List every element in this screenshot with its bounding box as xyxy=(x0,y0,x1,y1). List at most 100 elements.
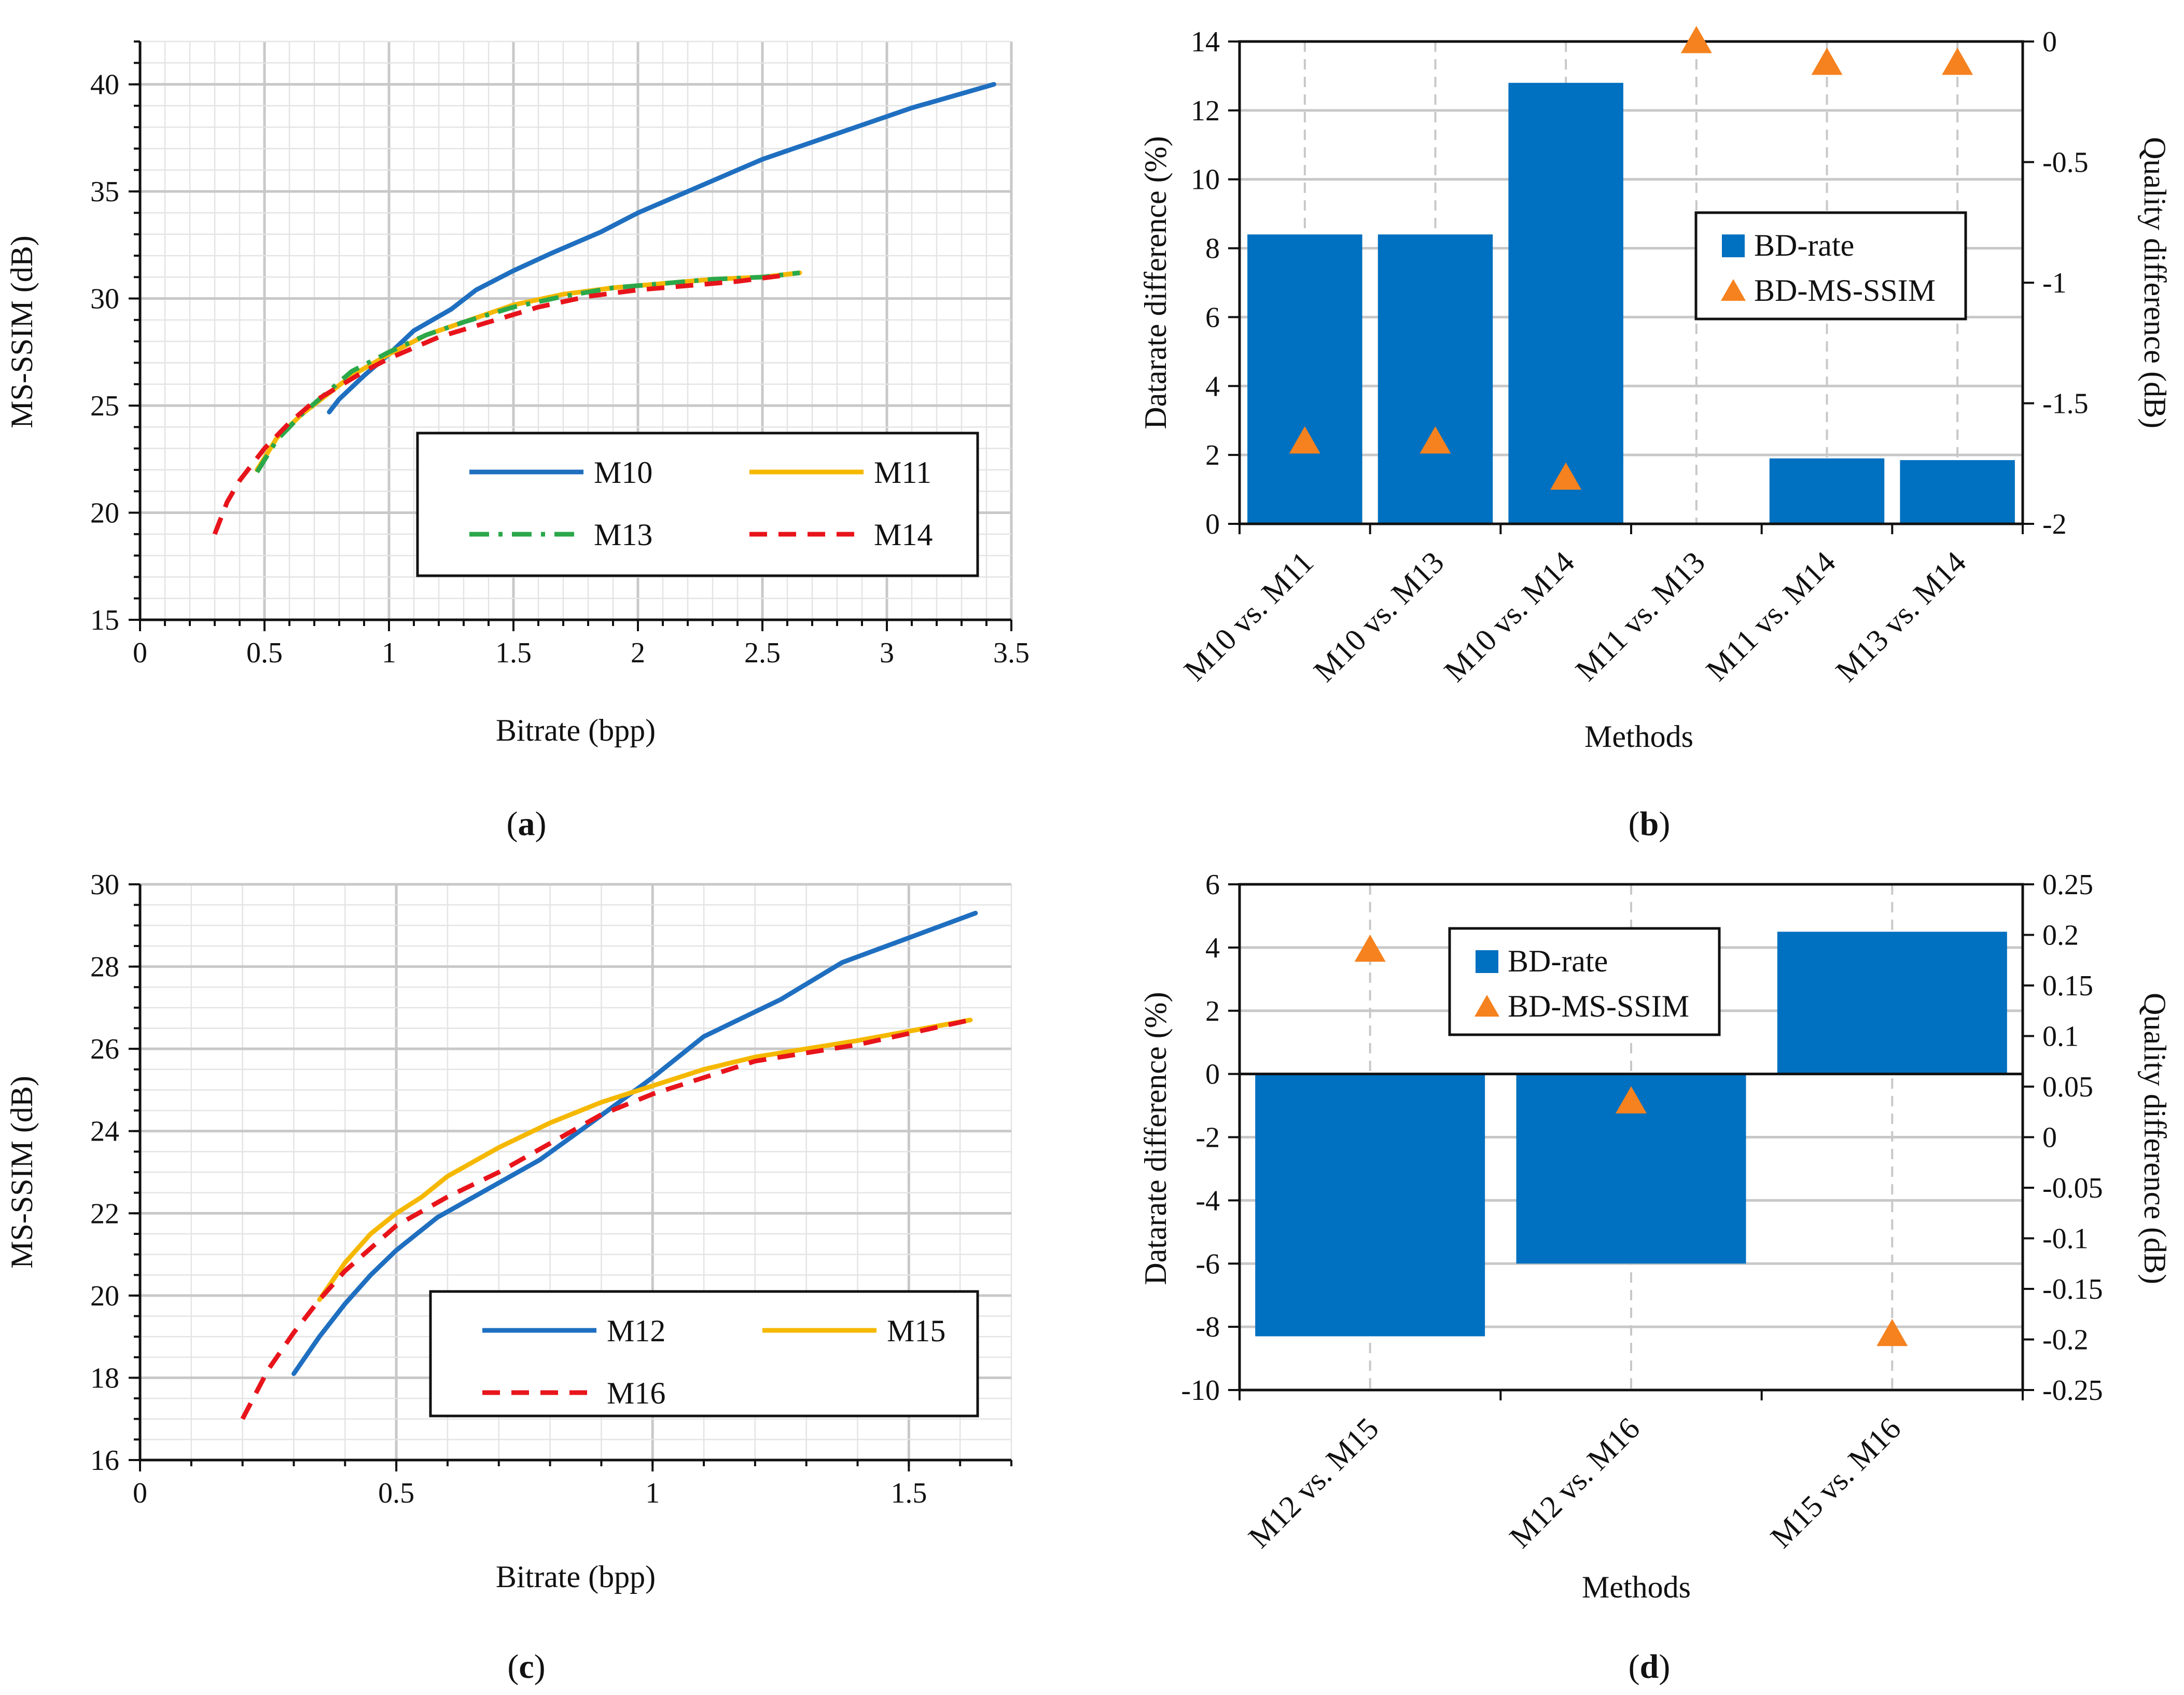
x-tick-label: 0.5 xyxy=(378,1477,414,1509)
x-tick-label: 0.5 xyxy=(246,637,283,669)
x-axis-title: Methods xyxy=(1584,719,1693,754)
y-tick-label: -4 xyxy=(1195,1185,1220,1217)
y-tick-label: 2 xyxy=(1205,995,1220,1027)
category-label: M12 vs. M16 xyxy=(1503,1411,1647,1555)
caption-letter: a xyxy=(518,805,535,843)
y2-tick-label: 0.15 xyxy=(2042,970,2093,1002)
triangle-marker xyxy=(1550,462,1582,490)
legend-label: M14 xyxy=(874,518,933,552)
legend-label: BD-MS-SSIM xyxy=(1754,273,1936,308)
legend: BD-rate BD-MS-SSIM xyxy=(1448,927,1721,1036)
y-tick-label: 25 xyxy=(90,390,119,422)
legend-box xyxy=(1694,211,1967,321)
y-tick-label: 4 xyxy=(1205,370,1220,402)
series-lines xyxy=(240,911,978,1420)
triangle-marker xyxy=(1354,934,1386,962)
y2-axis-title: Quality difference (dB) xyxy=(2138,137,2172,428)
category-label: M10 vs. M14 xyxy=(1438,545,1581,689)
y-axis-title: MS-SSIM (dB) xyxy=(5,1076,39,1269)
caption-letter: d xyxy=(1640,1648,1659,1686)
axes: 0 2 4 6 8 10 12 14 -2 -1.5 -1 -0.5 0 xyxy=(1191,26,2089,540)
series-line-m16 xyxy=(240,1018,971,1420)
y-axis-title: MS-SSIM (dB) xyxy=(5,235,39,428)
y-tick-label: 4 xyxy=(1205,932,1220,964)
x-tick-label: 0 xyxy=(133,1477,147,1509)
y-tick-label: -6 xyxy=(1195,1248,1220,1280)
bar xyxy=(1777,932,2007,1074)
y2-tick-label: -0.25 xyxy=(2042,1374,2103,1407)
y2-tick-label: -0.5 xyxy=(2042,147,2089,179)
triangle-marker xyxy=(1289,426,1320,454)
y2-tick-label: 0.2 xyxy=(2042,920,2079,952)
series-line-m15 xyxy=(317,1018,973,1302)
triangle-marker xyxy=(1680,26,1712,53)
triangle-marker xyxy=(1811,47,1843,75)
y-tick-label: 16 xyxy=(90,1444,119,1477)
legend-box xyxy=(429,1290,979,1418)
y-tick-label: 2 xyxy=(1205,439,1220,471)
legend-label: M16 xyxy=(607,1376,665,1410)
panel-caption: (b) xyxy=(1629,805,1671,843)
chart-a: 0 0.5 1 1.5 2 2.5 3 3.5 15 20 25 30 35 40 Bitrate (bpp… xyxy=(5,40,1030,843)
y-tick-label: 22 xyxy=(90,1198,119,1230)
x-tick-label: 1 xyxy=(645,1477,660,1509)
y-tick-label: -2 xyxy=(1195,1122,1220,1154)
y-tick-label: 6 xyxy=(1205,301,1220,334)
legend-box xyxy=(1448,927,1721,1036)
y2-tick-label: -0.15 xyxy=(2042,1273,2103,1305)
category-label: M13 vs. M14 xyxy=(1829,545,1973,689)
y-tick-label: -8 xyxy=(1195,1311,1220,1343)
legend-label: M15 xyxy=(887,1314,945,1348)
legend-label: BD-rate xyxy=(1508,944,1608,978)
triangle-marker xyxy=(1616,1086,1647,1114)
y-tick-label: 20 xyxy=(90,1280,119,1312)
bar xyxy=(1247,234,1362,524)
x-tick-label: 1 xyxy=(382,637,396,669)
markers xyxy=(1354,934,1908,1346)
category-label: M10 vs. M11 xyxy=(1177,545,1320,688)
legend-label: M12 xyxy=(607,1314,665,1348)
legend-swatch-bar xyxy=(1722,234,1745,257)
series-line-m14 xyxy=(212,272,788,535)
legend-label: M13 xyxy=(594,518,652,552)
panel-caption: (d) xyxy=(1629,1648,1671,1686)
bar xyxy=(1508,82,1623,524)
y2-tick-label: -0.2 xyxy=(2042,1324,2089,1356)
bar xyxy=(1378,234,1493,524)
y-tick-label: 24 xyxy=(90,1116,119,1148)
panel-caption: (a) xyxy=(507,805,547,843)
y-tick-label: 10 xyxy=(1191,164,1220,196)
markers xyxy=(1289,26,1973,490)
x-tick-label: 2.5 xyxy=(744,637,781,669)
bar xyxy=(1255,1074,1485,1337)
y-tick-label: 8 xyxy=(1205,233,1220,265)
legend: M10 M11 M13 M14 xyxy=(416,432,979,577)
legend-label: M10 xyxy=(594,455,652,490)
legend: BD-rate BD-MS-SSIM xyxy=(1694,211,1967,321)
y2-tick-label: -2 xyxy=(2042,508,2067,540)
y-axis-title: Datarate difference (%) xyxy=(1138,136,1173,429)
y-tick-label: 18 xyxy=(90,1362,119,1394)
y-tick-label: 12 xyxy=(1191,95,1220,127)
bar xyxy=(1769,458,1885,524)
category-label: M12 vs. M15 xyxy=(1242,1411,1385,1555)
category-label: M10 vs. M13 xyxy=(1307,545,1451,689)
y-tick-label: 15 xyxy=(90,604,119,636)
axes: 0 0.5 1 1.5 2 2.5 3 3.5 15 20 25 30 35 40 xyxy=(90,40,1030,669)
y-axis-title: Datarate difference (%) xyxy=(1138,992,1173,1285)
y2-tick-label: 0.25 xyxy=(2042,869,2093,901)
category-label: M15 vs. M16 xyxy=(1764,1411,1908,1555)
x-tick-label: 1.5 xyxy=(891,1477,927,1509)
x-axis-title: Methods xyxy=(1582,1570,1691,1604)
y2-tick-label: 0 xyxy=(2042,1122,2057,1154)
y-tick-label: -10 xyxy=(1181,1374,1220,1407)
x-tick-label: 1.5 xyxy=(495,637,532,669)
bar xyxy=(1900,460,2015,524)
y-tick-label: 30 xyxy=(90,869,119,901)
y-tick-label: 20 xyxy=(90,497,119,530)
chart-d: -10 -8 -6 -4 -2 0 2 4 6 -0.25 -0.2 -0.15 -0.1 -0.05 0 0… xyxy=(1138,869,2172,1686)
caption-letter: c xyxy=(519,1648,534,1686)
y2-tick-label: -1 xyxy=(2042,267,2067,299)
y2-tick-label: 0 xyxy=(2042,26,2057,58)
